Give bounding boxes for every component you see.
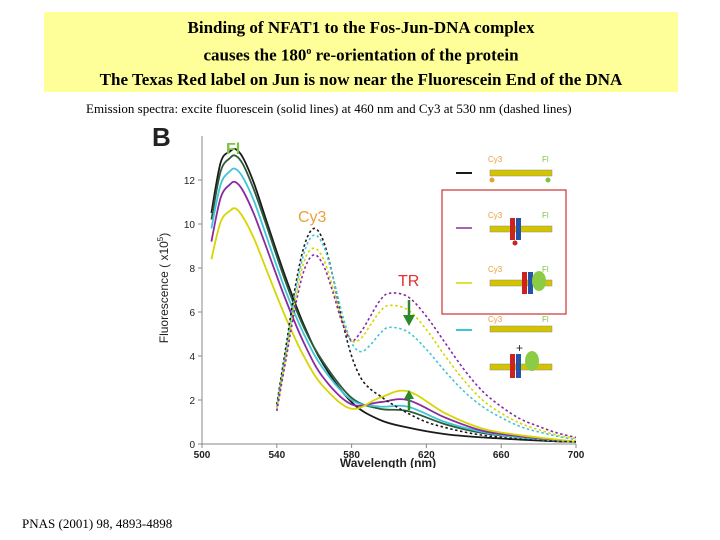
emission-spectra-chart: B 500 540 580 620 660 700 0 2 4 6 8 10 12 Wavelengt… xyxy=(152,122,585,468)
fos-protein-3 xyxy=(510,354,515,378)
fi-peak-label: Fl xyxy=(226,141,240,158)
dna-bar xyxy=(489,169,553,177)
nfat1-protein-2 xyxy=(525,351,539,371)
citation: PNAS (2001) 98, 4893-4898 xyxy=(22,516,173,531)
y-axis-label: Fluorescence ( x105) xyxy=(156,233,171,344)
fos-protein xyxy=(510,218,515,240)
title-line-2-end: re-orientation of the protein xyxy=(311,45,519,65)
title-line-2: causes the 180o re-orientation of the pr… xyxy=(44,40,678,68)
y-tick-label: 8 xyxy=(189,264,195,275)
x-tick-label: 540 xyxy=(268,450,285,461)
legend-fi-text-2: Fl xyxy=(542,211,549,220)
tr-dye xyxy=(512,240,518,246)
legend-fi-text-4: Fl xyxy=(542,315,549,324)
title-line-3: The Texas Red label on Jun is now near t… xyxy=(99,69,623,89)
figure-caption: Emission spectra: excite fluorescein (so… xyxy=(86,101,572,116)
series-line-yellow-dashed xyxy=(276,247,577,440)
axes xyxy=(201,136,576,445)
down-arrow xyxy=(403,300,415,326)
y-tick-label: 6 xyxy=(189,308,195,319)
jun-protein xyxy=(516,218,521,240)
degree-superscript: o xyxy=(306,46,312,57)
legend-row-cyan: Cy3 Fl + xyxy=(456,315,553,378)
dna-bar-4 xyxy=(489,325,553,333)
tr-peak-label: TR xyxy=(398,273,419,290)
panel-label: B xyxy=(152,122,171,152)
legend-cy3-text-3: Cy3 xyxy=(488,265,503,274)
y-axis-unit-exponent: 5 xyxy=(156,236,165,241)
legend-row-black: Cy3 Fl xyxy=(456,155,553,183)
y-axis-unit-start: ( x10 xyxy=(157,241,171,268)
y-tick-label: 10 xyxy=(184,220,196,231)
y-tick-label: 12 xyxy=(184,176,196,187)
x-tick-label: 660 xyxy=(493,450,510,461)
legend-cy3-text-4: Cy3 xyxy=(488,315,503,324)
series-line-black-dashed xyxy=(276,227,577,443)
y-axis-label-main: Fluorescence xyxy=(157,271,171,343)
series-line-cyan-solid xyxy=(210,167,577,443)
legend-cy3-text: Cy3 xyxy=(488,155,503,164)
up-arrow xyxy=(404,390,414,410)
cy3-peak-label: Cy3 xyxy=(298,209,327,226)
legend-row-yellow: Cy3 Fl xyxy=(456,265,553,294)
x-tick-label: 700 xyxy=(568,450,585,461)
legend-red-box xyxy=(441,189,567,315)
y-axis-unit-end: ) xyxy=(157,233,171,237)
legend-fi-text: Fl xyxy=(542,155,549,164)
x-ticks: 500 540 580 620 660 700 xyxy=(194,444,585,461)
series-line-purple-solid xyxy=(210,180,577,443)
jun-protein-3 xyxy=(516,354,521,378)
fi-dye xyxy=(545,177,551,183)
series-line-yellow-solid xyxy=(210,207,577,443)
x-tick-label: 620 xyxy=(418,450,435,461)
y-tick-label: 4 xyxy=(189,352,195,363)
nfat1-protein xyxy=(532,271,546,291)
x-axis-label: Wavelength (nm) xyxy=(340,456,436,468)
plot-area xyxy=(210,147,577,443)
title-line-1: Binding of NFAT1 to the Fos-Jun-DNA comp… xyxy=(187,18,535,37)
legend-row-purple: Cy3 Fl xyxy=(456,211,553,246)
title-line-2-start: causes the 180 xyxy=(203,45,307,65)
fos-protein-2 xyxy=(522,272,527,294)
plus-sign: + xyxy=(516,341,523,355)
y-ticks: 0 2 4 6 8 10 12 xyxy=(184,176,202,451)
title-banner: Binding of NFAT1 to the Fos-Jun-DNA comp… xyxy=(44,12,678,92)
series-line-black-solid xyxy=(210,147,577,443)
jun-protein-2 xyxy=(528,272,533,294)
x-tick-label: 500 xyxy=(194,450,211,461)
y-tick-label: 2 xyxy=(189,396,195,407)
legend-cy3-text-2: Cy3 xyxy=(488,211,503,220)
y-tick-label: 0 xyxy=(189,440,195,451)
dna-bar-3 xyxy=(489,279,553,287)
series-line-dark_green-solid xyxy=(210,154,577,443)
legend: Cy3 Fl Cy3 Fl Cy3 Fl Cy3 Fl xyxy=(441,155,567,378)
x-tick-label: 580 xyxy=(343,450,360,461)
cy3-dye xyxy=(489,177,495,183)
legend-fi-text-3: Fl xyxy=(542,265,549,274)
series-line-purple-dashed xyxy=(276,254,577,439)
